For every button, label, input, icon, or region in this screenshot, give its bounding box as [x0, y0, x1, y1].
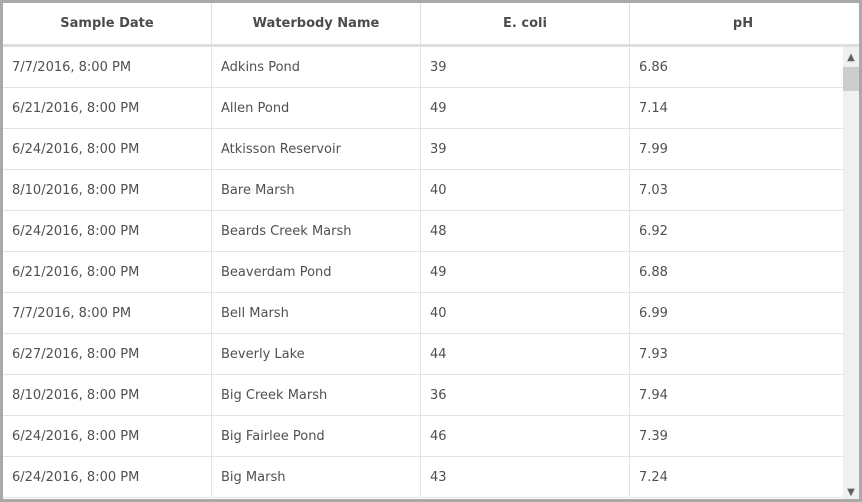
- vertical-scrollbar[interactable]: ▲ ▼: [843, 47, 859, 499]
- cell-waterbody-name: Allen Pond: [212, 88, 421, 128]
- cell-waterbody-name: Beaverdam Pond: [212, 252, 421, 292]
- cell-ph: 7.14: [639, 100, 668, 116]
- column-header-waterbody-name[interactable]: Waterbody Name: [212, 3, 421, 44]
- cell-sample-date: 6/24/2016, 8:00 PM: [3, 211, 212, 251]
- cell-e-coli: 40: [421, 170, 630, 210]
- cell-waterbody-name: Beards Creek Marsh: [212, 211, 421, 251]
- column-header-ph[interactable]: pH: [732, 16, 754, 31]
- table-header: Sample Date Waterbody Name E. coli pH: [3, 3, 859, 47]
- scrollbar-thumb[interactable]: [843, 67, 859, 91]
- cell-e-coli: 39: [421, 47, 630, 87]
- cell-sample-date: 6/24/2016, 8:00 PM: [3, 457, 212, 497]
- cell-ph: 7.93: [639, 346, 668, 362]
- cell-e-coli: 48: [421, 211, 630, 251]
- cell-sample-date: 6/21/2016, 8:00 PM: [3, 88, 212, 128]
- cell-ph: 7.39: [639, 428, 668, 444]
- table-row[interactable]: 7/7/2016, 8:00 PM Adkins Pond 39 6.86: [3, 47, 843, 88]
- cell-waterbody-name: Atkisson Reservoir: [212, 129, 421, 169]
- table-row[interactable]: 6/21/2016, 8:00 PM Beaverdam Pond 49 6.88: [3, 252, 843, 293]
- cell-e-coli: 49: [421, 88, 630, 128]
- cell-ph: 6.99: [639, 305, 668, 321]
- cell-waterbody-name: Adkins Pond: [212, 47, 421, 87]
- table-body: 7/7/2016, 8:00 PM Adkins Pond 39 6.86 6/21/2…: [3, 47, 843, 499]
- cell-ph: 6.88: [639, 264, 668, 280]
- cell-sample-date: 6/24/2016, 8:00 PM: [3, 416, 212, 456]
- table-row[interactable]: 8/10/2016, 8:00 PM Bare Marsh 40 7.03: [3, 170, 843, 211]
- table-row[interactable]: 6/27/2016, 8:00 PM Beverly Lake 44 7.93: [3, 334, 843, 375]
- cell-waterbody-name: Big Fairlee Pond: [212, 416, 421, 456]
- table-row[interactable]: 6/24/2016, 8:00 PM Atkisson Reservoir 39 7.…: [3, 129, 843, 170]
- table-row[interactable]: 7/7/2016, 8:00 PM Bell Marsh 40 6.99: [3, 293, 843, 334]
- cell-sample-date: 6/27/2016, 8:00 PM: [3, 334, 212, 374]
- cell-sample-date: 8/10/2016, 8:00 PM: [3, 170, 212, 210]
- cell-ph: 7.99: [639, 141, 668, 157]
- table-row[interactable]: 6/21/2016, 8:00 PM Allen Pond 49 7.14: [3, 88, 843, 129]
- cell-sample-date: 7/7/2016, 8:00 PM: [3, 293, 212, 333]
- cell-e-coli: 39: [421, 129, 630, 169]
- cell-e-coli: 49: [421, 252, 630, 292]
- cell-sample-date: 6/24/2016, 8:00 PM: [3, 129, 212, 169]
- table-row[interactable]: 8/10/2016, 8:00 PM Big Creek Marsh 36 7.94: [3, 375, 843, 416]
- cell-e-coli: 46: [421, 416, 630, 456]
- cell-waterbody-name: Bell Marsh: [212, 293, 421, 333]
- column-header-sample-date[interactable]: Sample Date: [3, 3, 212, 44]
- cell-ph: 6.92: [639, 223, 668, 239]
- cell-e-coli: 44: [421, 334, 630, 374]
- cell-ph: 6.86: [639, 59, 668, 75]
- cell-e-coli: 40: [421, 293, 630, 333]
- cell-waterbody-name: Bare Marsh: [212, 170, 421, 210]
- table-row[interactable]: 6/24/2016, 8:00 PM Beards Creek Marsh 48 6.…: [3, 211, 843, 252]
- table-row[interactable]: 6/24/2016, 8:00 PM Big Marsh 43 7.24: [3, 457, 843, 498]
- cell-waterbody-name: Big Marsh: [212, 457, 421, 497]
- cell-sample-date: 6/21/2016, 8:00 PM: [3, 252, 212, 292]
- cell-e-coli: 36: [421, 375, 630, 415]
- chevron-up-icon[interactable]: ▲: [847, 51, 855, 63]
- cell-waterbody-name: Beverly Lake: [212, 334, 421, 374]
- table-row[interactable]: 6/24/2016, 8:00 PM Big Fairlee Pond 46 7.39: [3, 416, 843, 457]
- cell-ph: 7.03: [639, 182, 668, 198]
- cell-waterbody-name: Big Creek Marsh: [212, 375, 421, 415]
- cell-e-coli: 43: [421, 457, 630, 497]
- cell-sample-date: 7/7/2016, 8:00 PM: [3, 47, 212, 87]
- cell-sample-date: 8/10/2016, 8:00 PM: [3, 375, 212, 415]
- column-header-e-coli[interactable]: E. coli: [421, 3, 630, 44]
- chevron-down-icon[interactable]: ▼: [847, 486, 855, 498]
- cell-ph: 7.94: [639, 387, 668, 403]
- cell-ph: 7.24: [639, 469, 668, 485]
